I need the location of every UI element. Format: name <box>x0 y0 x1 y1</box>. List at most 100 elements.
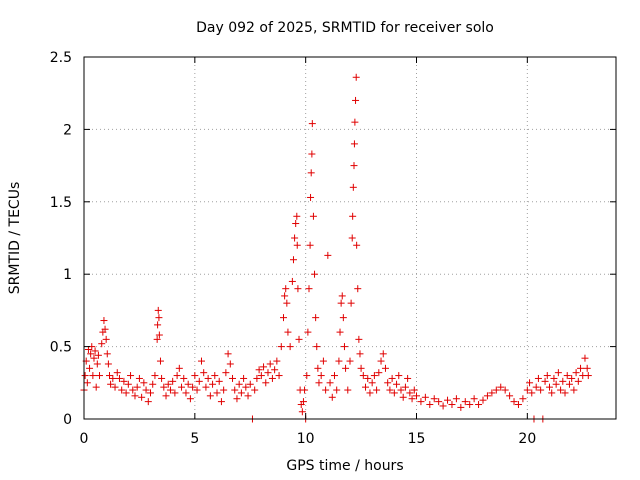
data-point <box>501 386 509 394</box>
data-point <box>237 389 245 397</box>
data-point <box>541 377 549 385</box>
data-point <box>488 389 496 397</box>
data-point <box>135 374 143 382</box>
data-point <box>317 372 325 380</box>
data-point <box>344 386 352 394</box>
data-point <box>393 380 401 388</box>
data-point <box>171 389 179 397</box>
data-point <box>348 234 356 242</box>
data-point <box>209 380 217 388</box>
data-point <box>362 383 370 391</box>
data-point <box>526 379 534 387</box>
data-point <box>240 374 248 382</box>
data-point <box>401 383 409 391</box>
data-point <box>347 299 355 307</box>
data-point <box>519 395 527 403</box>
data-point <box>154 306 162 314</box>
data-point <box>301 386 309 394</box>
data-point <box>220 386 228 394</box>
data-point <box>304 328 312 336</box>
data-point <box>326 379 334 387</box>
data-point <box>313 343 321 351</box>
data-point <box>101 325 109 333</box>
data-point <box>561 389 569 397</box>
data-points <box>80 73 592 423</box>
y-tick-label: 2.5 <box>50 50 72 66</box>
data-point <box>315 379 323 387</box>
data-point <box>286 343 294 351</box>
data-point <box>144 398 152 406</box>
data-point <box>200 369 208 377</box>
x-tick-label: 20 <box>518 431 536 447</box>
data-point <box>492 386 500 394</box>
data-point <box>475 401 483 409</box>
data-point <box>373 386 381 394</box>
data-point <box>86 364 94 372</box>
data-point <box>154 321 162 329</box>
data-point <box>193 386 201 394</box>
data-point <box>96 372 104 380</box>
data-point <box>312 314 320 322</box>
data-point <box>354 285 362 293</box>
data-point <box>357 364 365 372</box>
data-point <box>266 360 274 368</box>
y-tick-label: 0 <box>63 412 72 428</box>
data-point <box>574 377 582 385</box>
data-point <box>470 395 478 403</box>
data-point <box>479 396 487 404</box>
data-point <box>435 398 443 406</box>
data-point <box>226 360 234 368</box>
data-point <box>338 292 346 300</box>
data-point <box>224 350 232 358</box>
data-point <box>109 374 117 382</box>
data-point <box>166 386 174 394</box>
data-point <box>483 392 491 400</box>
data-point <box>568 374 576 382</box>
data-point <box>351 118 359 126</box>
data-point <box>98 340 106 348</box>
x-tick-label: 0 <box>80 431 89 447</box>
data-point <box>149 380 157 388</box>
data-point <box>90 354 98 362</box>
data-point <box>202 383 210 391</box>
data-point <box>563 372 571 380</box>
data-point <box>122 389 130 397</box>
plot-frame <box>83 56 617 420</box>
data-point <box>283 299 291 307</box>
data-point <box>379 350 387 358</box>
data-point <box>352 73 360 81</box>
data-point <box>303 372 311 380</box>
data-point <box>120 377 128 385</box>
data-point <box>328 393 336 401</box>
data-point <box>151 372 159 380</box>
data-point <box>410 386 418 394</box>
data-point <box>355 335 363 343</box>
data-point <box>584 372 592 380</box>
data-point <box>275 372 283 380</box>
data-point <box>83 379 91 387</box>
data-point <box>273 357 281 365</box>
data-point <box>314 364 322 372</box>
data-point <box>204 374 212 382</box>
data-point <box>444 396 452 404</box>
x-tick-label: 15 <box>408 431 426 447</box>
data-point <box>217 398 225 406</box>
data-point <box>413 392 420 400</box>
data-point <box>93 360 101 368</box>
data-point <box>127 372 135 380</box>
data-point <box>246 380 254 388</box>
data-point <box>118 386 126 394</box>
data-point <box>550 374 558 382</box>
data-point <box>333 386 341 394</box>
data-point <box>353 241 361 249</box>
data-point <box>288 277 296 285</box>
data-point <box>153 335 161 343</box>
data-point <box>129 386 137 394</box>
data-point <box>350 140 358 148</box>
data-point <box>184 380 192 388</box>
data-point <box>510 398 518 406</box>
data-point <box>395 372 403 380</box>
data-point <box>309 212 317 220</box>
data-point <box>257 372 265 380</box>
data-point <box>231 386 239 394</box>
